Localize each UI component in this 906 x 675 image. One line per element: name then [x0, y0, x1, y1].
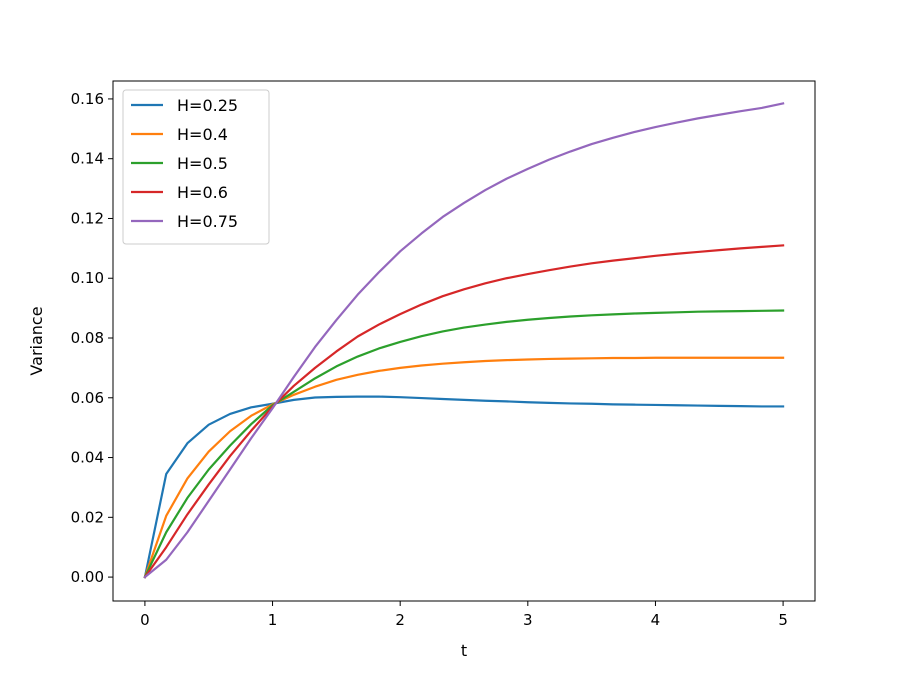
x-axis-label: t [461, 641, 467, 660]
legend-entry-1: H=0.4 [177, 125, 228, 144]
y-axis-label: Variance [27, 306, 46, 375]
plot-lines [143, 102, 785, 579]
legend-entry-2: H=0.5 [177, 154, 228, 173]
series-line-1 [143, 356, 785, 579]
legend-box [122, 89, 270, 245]
x-axis-ticks: 0 1 2 3 4 5 [140, 601, 788, 629]
legend: H=0.25 H=0.4 H=0.5 H=0.6 H=0.75 [122, 89, 270, 245]
series-line-3 [143, 244, 785, 579]
y-tick-label: 0.04 [71, 449, 104, 467]
y-tick-label: 0.06 [71, 389, 104, 407]
y-tick-label: 0.16 [71, 90, 104, 108]
y-tick-label: 0.12 [71, 209, 104, 227]
y-tick-label: 0.00 [71, 568, 104, 586]
x-tick-label: 1 [268, 611, 278, 629]
y-tick-label: 0.14 [71, 150, 104, 168]
legend-entry-3: H=0.6 [177, 183, 228, 202]
y-tick-label: 0.02 [71, 508, 104, 526]
series-line-4 [143, 102, 785, 579]
x-tick-label: 3 [523, 611, 533, 629]
x-tick-label: 5 [778, 611, 788, 629]
x-tick-label: 2 [395, 611, 405, 629]
legend-entry-0: H=0.25 [177, 96, 238, 115]
legend-entry-4: H=0.75 [177, 212, 238, 231]
y-axis-ticks: 0.00 0.02 0.04 0.06 0.08 0.10 0.12 0.14 0.16 [71, 90, 113, 586]
x-tick-label: 4 [651, 611, 661, 629]
plot-frame [112, 80, 816, 602]
x-tick-label: 0 [140, 611, 150, 629]
y-tick-label: 0.08 [71, 329, 104, 347]
series-line-0 [143, 395, 785, 579]
y-tick-label: 0.10 [71, 269, 104, 287]
series-line-2 [143, 309, 785, 579]
